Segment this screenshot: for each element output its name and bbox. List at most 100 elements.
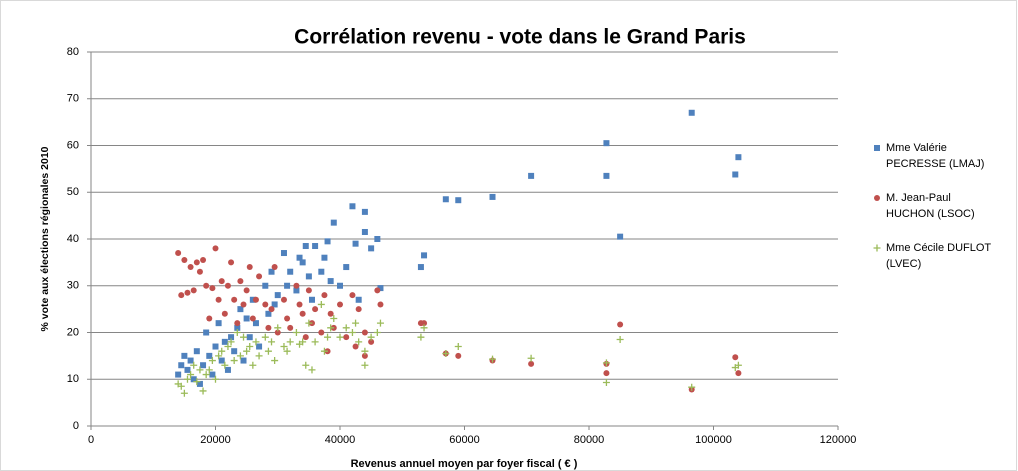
x-tick-label: 80000 <box>574 434 605 446</box>
point <box>293 282 300 289</box>
point <box>249 296 256 303</box>
x-tick-label: 40000 <box>325 434 356 446</box>
point <box>302 361 310 369</box>
point <box>312 243 319 250</box>
point <box>283 347 291 355</box>
point <box>442 196 449 203</box>
point <box>274 292 281 299</box>
point <box>280 296 287 303</box>
point <box>368 245 375 252</box>
point <box>271 357 279 365</box>
point <box>527 354 535 362</box>
point <box>732 354 739 361</box>
point <box>183 375 191 383</box>
point <box>184 289 191 296</box>
point <box>305 319 313 327</box>
point <box>305 287 312 294</box>
point <box>361 347 369 355</box>
point <box>190 361 198 369</box>
legend-marker <box>874 145 880 151</box>
point <box>200 257 207 264</box>
point <box>349 203 356 210</box>
x-tick-label: 0 <box>88 434 94 446</box>
point <box>212 245 219 252</box>
point <box>262 282 269 289</box>
point <box>221 338 228 345</box>
point <box>271 301 278 308</box>
point <box>421 252 428 259</box>
point <box>262 301 269 308</box>
point <box>311 338 319 346</box>
point <box>193 259 200 266</box>
point <box>417 333 425 341</box>
point <box>212 343 219 350</box>
point <box>236 352 244 360</box>
y-tick-label: 60 <box>67 139 79 151</box>
point <box>352 343 359 350</box>
chart-title: Corrélation revenu - vote dans le Grand … <box>294 26 746 49</box>
point <box>249 361 257 369</box>
point <box>734 361 742 369</box>
x-tick-label: 100000 <box>695 434 732 446</box>
point <box>187 264 194 271</box>
point <box>330 219 337 226</box>
point <box>602 359 610 367</box>
point <box>268 268 275 275</box>
point <box>377 285 384 292</box>
point <box>181 257 188 264</box>
point <box>355 338 363 346</box>
legend-item: M. Jean-Paul HUCHON (LSOC) <box>872 190 1002 222</box>
point <box>732 171 739 178</box>
x-tick-label: 60000 <box>449 434 480 446</box>
point <box>203 282 210 289</box>
point <box>320 347 328 355</box>
y-tick-label: 10 <box>67 373 79 385</box>
point <box>302 334 309 341</box>
point <box>336 333 344 341</box>
point <box>296 301 303 308</box>
point <box>454 343 462 351</box>
point <box>374 236 381 242</box>
point <box>286 338 294 346</box>
point <box>361 361 369 369</box>
point <box>342 324 350 332</box>
point <box>343 264 350 271</box>
point <box>228 334 235 341</box>
y-tick-label: 0 <box>73 420 79 432</box>
point <box>735 154 742 161</box>
legend-item: Mme Cécile DUFLOT (LVEC) <box>872 240 1002 272</box>
point <box>317 300 325 308</box>
point <box>231 296 238 303</box>
point <box>296 254 303 261</box>
point <box>230 357 238 365</box>
point <box>205 366 213 374</box>
point <box>874 195 880 201</box>
point <box>602 379 610 387</box>
point <box>215 320 222 327</box>
legend-label: Mme Valérie PECRESSE (LMAJ) <box>886 142 985 170</box>
x-tick-label: 120000 <box>820 434 857 446</box>
point <box>327 324 335 332</box>
point <box>218 357 225 364</box>
point <box>274 324 282 332</box>
y-tick-label: 80 <box>67 46 79 58</box>
point <box>287 324 294 331</box>
point <box>376 319 384 327</box>
point <box>237 278 244 285</box>
point <box>688 109 695 116</box>
point <box>528 360 535 367</box>
point <box>252 338 260 346</box>
point <box>209 371 216 378</box>
point <box>308 366 316 374</box>
point <box>327 278 334 285</box>
point <box>190 287 197 294</box>
point <box>455 352 462 359</box>
point <box>199 387 207 395</box>
point <box>617 321 624 328</box>
point <box>355 296 362 303</box>
point <box>252 296 259 303</box>
point <box>209 285 216 292</box>
point <box>280 250 287 257</box>
point <box>193 378 201 386</box>
point <box>227 338 235 346</box>
